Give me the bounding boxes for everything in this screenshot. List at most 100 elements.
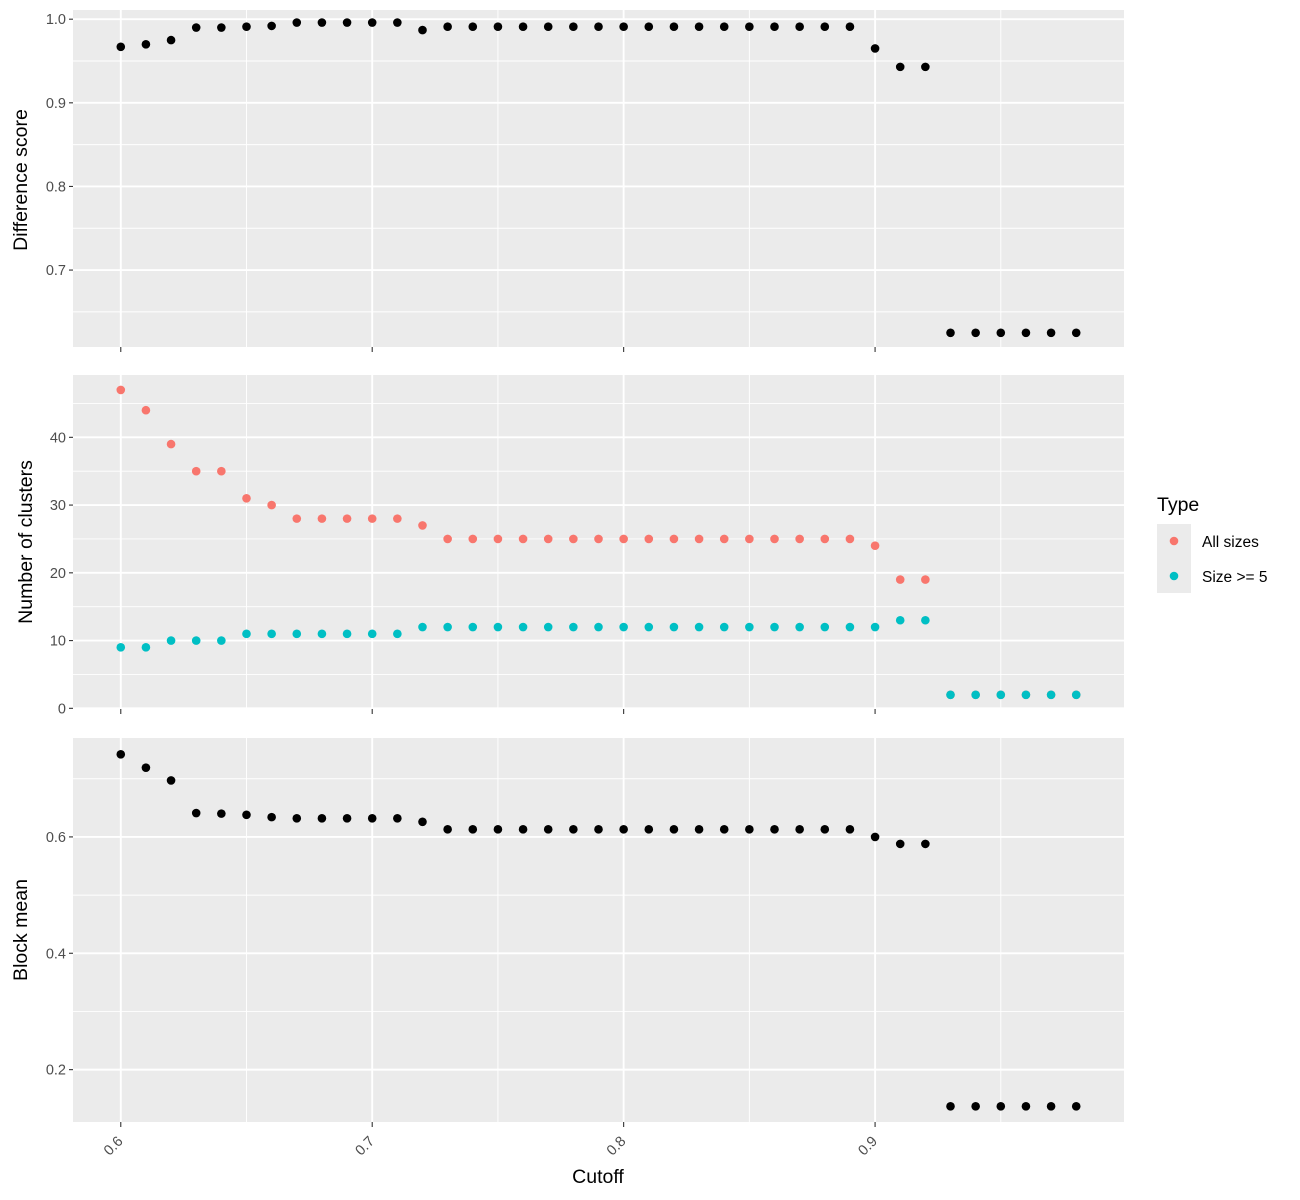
data-point-all-sizes — [367, 514, 377, 523]
data-point-series-0 — [493, 825, 503, 834]
data-point-series-0 — [1071, 328, 1081, 338]
y-tick-label: 0.7 — [46, 263, 66, 279]
y-tick-label: 0.2 — [46, 1063, 66, 1079]
legend-label-all-sizes: All sizes — [1202, 534, 1259, 551]
data-point-series-0 — [493, 22, 503, 32]
panel-difference-score: 0.7 0.8 0.9 1.0 — [46, 10, 1124, 352]
data-point-series-0 — [367, 813, 377, 823]
data-point-series-0 — [217, 23, 226, 32]
data-point-all-sizes — [418, 521, 427, 530]
data-point-size-5 — [569, 622, 578, 632]
data-point-all-sizes — [594, 534, 603, 544]
data-point-all-sizes — [619, 534, 628, 544]
data-point-size-5 — [543, 622, 553, 632]
data-point-series-0 — [267, 812, 276, 822]
data-point-size-5 — [996, 690, 1006, 700]
data-point-series-0 — [870, 832, 880, 842]
data-point-size-5 — [116, 643, 126, 652]
data-point-all-sizes — [669, 534, 679, 544]
data-point-series-0 — [845, 825, 855, 834]
data-point-all-sizes — [795, 534, 804, 544]
data-point-series-0 — [217, 809, 226, 818]
data-point-series-0 — [267, 21, 276, 31]
data-point-series-0 — [946, 328, 955, 338]
data-point-size-5 — [795, 622, 804, 632]
panel-background — [73, 738, 1124, 1122]
data-point-size-5 — [1021, 690, 1031, 700]
data-point-series-0 — [719, 825, 729, 834]
data-point-all-sizes — [569, 534, 578, 544]
data-point-series-0 — [418, 25, 427, 35]
data-point-all-sizes — [242, 494, 251, 503]
panel-block-mean: 0.20.40.60.6 0.7 0.8 0.9 — [46, 738, 1124, 1159]
data-point-series-0 — [845, 22, 855, 32]
data-point-series-0 — [921, 839, 930, 849]
data-point-size-5 — [493, 622, 503, 632]
data-point-size-5 — [342, 629, 352, 639]
data-point-all-sizes — [870, 541, 880, 551]
data-point-series-0 — [443, 825, 452, 834]
data-point-size-5 — [770, 622, 779, 632]
data-point-all-sizes — [191, 466, 201, 476]
data-point-series-0 — [795, 825, 804, 834]
data-point-series-0 — [141, 763, 151, 772]
data-point-all-sizes — [292, 514, 302, 523]
data-point-series-0 — [971, 1101, 980, 1111]
data-point-series-0 — [594, 825, 603, 834]
data-point-series-0 — [669, 22, 679, 32]
data-point-series-0 — [594, 22, 603, 32]
data-point-all-sizes — [493, 534, 503, 544]
data-point-all-sizes — [468, 534, 478, 544]
panel-number-of-clusters: 0 10 20 30 40 — [50, 375, 1124, 717]
data-point-size-5 — [719, 622, 729, 632]
legend: Type All sizes Size >= 5 — [1157, 494, 1268, 593]
data-point-series-0 — [543, 22, 553, 32]
y-tick-label: 10 — [50, 634, 66, 650]
data-point-series-0 — [317, 18, 327, 27]
data-point-series-0 — [418, 817, 427, 827]
data-point-all-sizes — [644, 534, 654, 544]
data-point-all-sizes — [719, 534, 729, 544]
data-point-size-5 — [267, 629, 276, 639]
legend-marker-all-sizes — [1169, 536, 1179, 546]
data-point-all-sizes — [921, 575, 930, 584]
data-point-series-0 — [1021, 328, 1031, 338]
data-point-all-sizes — [116, 385, 126, 395]
data-point-series-0 — [569, 22, 578, 32]
y-tick-label: 0 — [58, 701, 66, 717]
data-point-series-0 — [242, 22, 251, 32]
data-point-size-5 — [820, 622, 830, 632]
data-point-series-0 — [1046, 1101, 1056, 1111]
data-point-series-0 — [468, 22, 478, 32]
data-point-size-5 — [1046, 690, 1056, 700]
data-point-series-0 — [191, 23, 201, 32]
y-tick-label: 0.6 — [46, 830, 66, 846]
data-point-series-0 — [1046, 328, 1056, 338]
data-point-all-sizes — [443, 534, 452, 544]
data-point-series-0 — [116, 42, 126, 52]
data-point-series-0 — [971, 328, 980, 338]
data-point-series-0 — [518, 825, 528, 834]
data-point-series-0 — [996, 328, 1006, 338]
data-point-size-5 — [845, 622, 855, 632]
data-point-size-5 — [694, 622, 704, 632]
data-point-series-0 — [393, 813, 402, 823]
data-point-all-sizes — [166, 439, 176, 449]
data-point-series-0 — [619, 22, 628, 32]
data-point-series-0 — [242, 810, 251, 820]
data-point-series-0 — [745, 22, 754, 32]
data-point-series-0 — [569, 825, 578, 834]
data-point-series-0 — [116, 749, 126, 759]
data-point-size-5 — [745, 622, 754, 632]
data-point-size-5 — [418, 622, 427, 632]
data-point-size-5 — [292, 629, 302, 639]
data-point-size-5 — [317, 629, 327, 639]
panel-background — [73, 10, 1124, 347]
data-point-size-5 — [1071, 690, 1081, 700]
data-point-series-0 — [694, 22, 704, 32]
y-tick-label: 0.8 — [46, 179, 66, 195]
data-point-all-sizes — [820, 534, 830, 544]
data-point-series-0 — [317, 813, 327, 823]
legend-marker-size-5 — [1169, 571, 1179, 581]
